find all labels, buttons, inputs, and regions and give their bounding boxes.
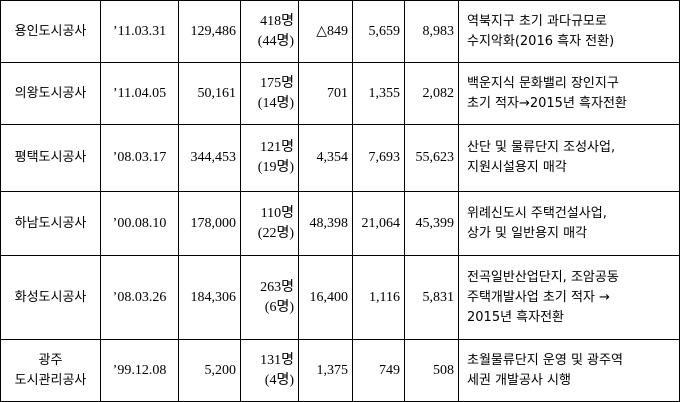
cell-line: 지원시설용지 매각 xyxy=(467,160,567,175)
cell-line: 2015년 흑자전환 xyxy=(467,309,565,325)
cell-line: 131명 xyxy=(260,352,294,368)
cell-line: 110명 xyxy=(260,205,294,221)
table-row: 평택도시공사 ’08.03.17 344,453 121명 (19명) 4,354 7,69… xyxy=(0,124,680,192)
table-row: 하남도시공사 ’00.08.10 178,000 110명 (22명) 48,398 21,… xyxy=(0,191,680,256)
founding-date: ’11.03.31 xyxy=(100,0,179,63)
cell-line: (44명) xyxy=(257,33,294,49)
description: 위례신도시 주택건설사업, 상가 및 일반용지 매각 xyxy=(458,191,680,256)
staff: 110명 (22명) xyxy=(240,191,299,256)
value: 7,693 xyxy=(352,124,405,192)
value: 508 xyxy=(404,339,459,402)
value: 701 xyxy=(298,62,353,125)
cell-line: 초기 적자→2015년 흑자전환 xyxy=(467,95,627,111)
cell-line: 화성도시공사 xyxy=(14,289,87,305)
cell-line: 418명 xyxy=(260,13,294,29)
cell-line: 백운지식 문화밸리 장인지구 xyxy=(467,75,619,91)
value: 16,400 xyxy=(298,255,353,340)
description: 산단 및 물류단지 조성사업, 지원시설용지 매각 xyxy=(458,124,680,192)
value: 1,116 xyxy=(352,255,405,340)
cell-line: 도시관리공사 xyxy=(14,372,87,388)
staff: 121명 (19명) xyxy=(240,124,299,192)
cell-line: 위례신도시 주택건설사업, xyxy=(467,205,607,221)
staff: 263명 (6명) xyxy=(240,255,299,340)
cell-line: 상가 및 일반용지 매각 xyxy=(467,225,588,241)
cell-line: 전곡일반산업단지, 조암공동 xyxy=(467,269,619,285)
value: 749 xyxy=(352,339,405,402)
cell-line: 주택개발사업 초기 적자 → xyxy=(467,289,610,305)
founding-date: ’00.08.10 xyxy=(100,191,179,256)
value: 8,983 xyxy=(404,0,459,63)
cell-line: 175명 xyxy=(260,75,294,91)
staff: 418명 (44명) xyxy=(240,0,299,63)
cell-line: (14명) xyxy=(257,95,294,111)
cell-line: 광주 xyxy=(38,352,63,368)
value: 5,659 xyxy=(352,0,405,63)
agency-name: 화성도시공사 xyxy=(0,255,101,340)
amount: 129,486 xyxy=(178,0,241,63)
agency-name: 용인도시공사 xyxy=(0,0,101,63)
founding-date: ’99.12.08 xyxy=(100,339,179,402)
value: 5,831 xyxy=(404,255,459,340)
table-row: 용인도시공사 ’11.03.31 129,486 418명 (44명) △849 5,659… xyxy=(0,0,680,63)
cell-line: 역북지구 초기 과다규모로 xyxy=(467,13,607,29)
amount: 184,306 xyxy=(178,255,241,340)
cell-line: (4명) xyxy=(264,372,294,388)
amount: 50,161 xyxy=(178,62,241,125)
founding-date: ’08.03.17 xyxy=(100,124,179,192)
value: 4,354 xyxy=(298,124,353,192)
cell-line: 의왕도시공사 xyxy=(14,85,87,101)
cell-line: (19명) xyxy=(257,160,294,175)
value: 1,375 xyxy=(298,339,353,402)
cell-line: (22명) xyxy=(257,225,294,241)
table-row: 광주 도시관리공사 ’99.12.08 5,200 131명 (4명) 1,375 749 50… xyxy=(0,339,680,402)
cell-line: 평택도시공사 xyxy=(14,150,87,165)
cell-line: 수지악화(2016 흑자 전환) xyxy=(467,33,615,49)
agency-name: 의왕도시공사 xyxy=(0,62,101,125)
founding-date: ’11.04.05 xyxy=(100,62,179,125)
amount: 5,200 xyxy=(178,339,241,402)
value: 45,399 xyxy=(404,191,459,256)
cell-line: 산단 및 물류단지 조성사업, xyxy=(467,140,616,155)
cell-line: (6명) xyxy=(264,299,294,315)
table-row: 화성도시공사 ’08.03.26 184,306 263명 (6명) 16,400 1,11… xyxy=(0,255,680,340)
value: △849 xyxy=(298,0,353,63)
value: 48,398 xyxy=(298,191,353,256)
amount: 344,453 xyxy=(178,124,241,192)
amount: 178,000 xyxy=(178,191,241,256)
staff: 131명 (4명) xyxy=(240,339,299,402)
value: 21,064 xyxy=(352,191,405,256)
value: 1,355 xyxy=(352,62,405,125)
cell-line: 121명 xyxy=(260,140,294,155)
cell-line: 하남도시공사 xyxy=(14,215,87,231)
cell-line: 263명 xyxy=(260,279,294,295)
agency-name: 평택도시공사 xyxy=(0,124,101,192)
cell-line: 용인도시공사 xyxy=(14,23,87,39)
cell-line: 초월물류단지 운영 및 광주역 xyxy=(467,352,623,368)
founding-date: ’08.03.26 xyxy=(100,255,179,340)
value: 55,623 xyxy=(404,124,459,192)
staff: 175명 (14명) xyxy=(240,62,299,125)
agency-name: 하남도시공사 xyxy=(0,191,101,256)
cell-line: 세권 개발공사 시행 xyxy=(467,372,571,388)
value: 2,082 xyxy=(404,62,459,125)
table-row: 의왕도시공사 ’11.04.05 50,161 175명 (14명) 701 1,355 2,… xyxy=(0,62,680,125)
